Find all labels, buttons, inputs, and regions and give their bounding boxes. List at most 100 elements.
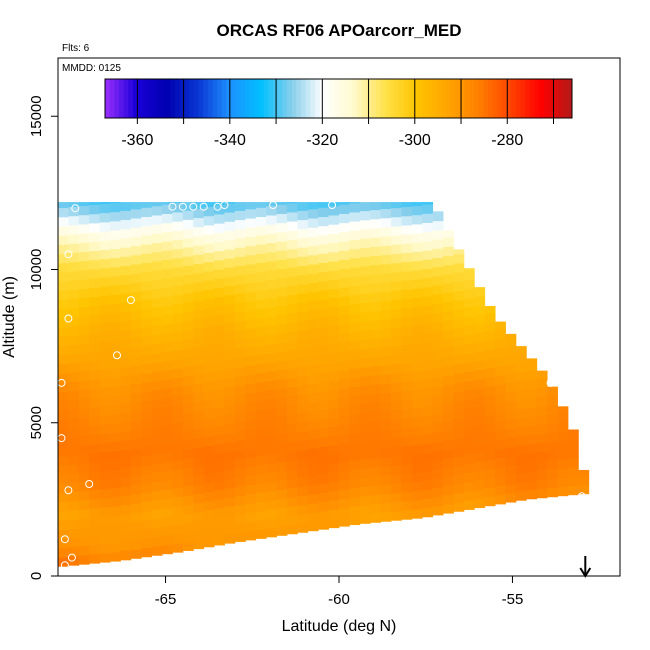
field-cell (151, 270, 163, 280)
field-cell (245, 208, 257, 219)
field-cell (68, 243, 80, 254)
field-cell (495, 384, 506, 395)
field-cell (151, 362, 163, 372)
field-cell (172, 414, 184, 424)
field-cell (214, 324, 225, 334)
field-cell (411, 380, 423, 390)
field-cell (172, 349, 184, 360)
field-cell (370, 476, 382, 486)
field-cell (411, 325, 423, 335)
field-cell (78, 260, 90, 271)
field-cell (349, 202, 361, 204)
field-cell (359, 238, 371, 248)
field-cell (203, 372, 215, 382)
field-cell (307, 503, 319, 513)
field-cell (370, 301, 382, 312)
field-cell (463, 389, 475, 400)
field-cell (245, 319, 257, 329)
field-cell (547, 432, 558, 443)
field-cell (297, 431, 309, 441)
field-cell (266, 288, 277, 299)
field-cell (78, 233, 90, 243)
field-cell (401, 390, 413, 401)
field-cell (515, 362, 527, 372)
field-cell (224, 340, 236, 351)
field-cell (266, 353, 277, 363)
field-cell (266, 224, 277, 234)
field-cell (255, 317, 267, 328)
field-cell (224, 506, 236, 517)
field-cell (307, 374, 319, 385)
field-cell (141, 336, 153, 346)
field-cell (276, 231, 288, 242)
field-cell (151, 527, 163, 538)
field-cell (203, 436, 215, 447)
field-cell (505, 492, 517, 503)
field-cell (203, 298, 215, 309)
field-cell (318, 225, 329, 236)
field-cell (349, 368, 361, 378)
field-cell (359, 367, 371, 377)
field-cell (432, 257, 444, 268)
field-cell (203, 445, 215, 456)
field-cell (151, 353, 163, 363)
field-cell (234, 486, 246, 496)
colorbar-swatch (408, 79, 414, 118)
field-cell (453, 391, 465, 402)
field-cell (276, 425, 288, 435)
field-cell (68, 280, 80, 290)
field-cell (286, 359, 298, 369)
field-cell (286, 460, 298, 470)
field-cell (557, 459, 569, 469)
field-cell (120, 348, 132, 359)
field-cell (266, 408, 277, 418)
field-cell (203, 519, 215, 529)
field-cell (505, 483, 517, 494)
field-cell (224, 460, 236, 471)
field-cell (224, 442, 236, 452)
field-cell (474, 470, 486, 481)
field-cell (443, 494, 454, 505)
field-cell (224, 285, 236, 296)
field-cell (234, 302, 246, 313)
field-cell (411, 315, 423, 326)
field-cell (193, 456, 205, 467)
colorbar-tick-label: -340 (214, 132, 246, 149)
field-cell (245, 356, 257, 366)
field-cell (172, 313, 184, 323)
field-cell (276, 461, 288, 472)
field-cell (68, 372, 80, 382)
colorbar-swatch (231, 79, 237, 118)
colorbar-swatch (371, 79, 377, 118)
field-cell (578, 484, 590, 495)
field-cell (307, 457, 319, 467)
field-cell (172, 432, 184, 443)
field-cell (130, 383, 142, 394)
field-cell (443, 448, 454, 459)
field-cell (422, 296, 434, 306)
field-cell (297, 311, 309, 322)
field-cell (401, 427, 413, 437)
field-cell (89, 489, 101, 500)
field-cell (162, 498, 173, 509)
field-cell (422, 351, 434, 361)
colorbar-swatch (189, 79, 195, 118)
field-cell (339, 241, 350, 251)
field-cell (99, 369, 111, 379)
field-cell (234, 376, 246, 386)
field-cell (89, 202, 101, 206)
field-cell (99, 323, 111, 333)
colorbar-swatch (417, 79, 424, 118)
field-cell (141, 483, 153, 493)
field-cell (359, 265, 371, 276)
field-cell (141, 235, 153, 245)
field-cell (162, 535, 173, 545)
field-cell (193, 539, 205, 550)
field-cell (120, 265, 132, 276)
field-cell (234, 228, 246, 239)
field-cell (495, 338, 506, 349)
field-cell (78, 279, 90, 289)
field-cell (349, 221, 361, 231)
field-cell (359, 486, 371, 497)
field-cell (182, 219, 194, 230)
